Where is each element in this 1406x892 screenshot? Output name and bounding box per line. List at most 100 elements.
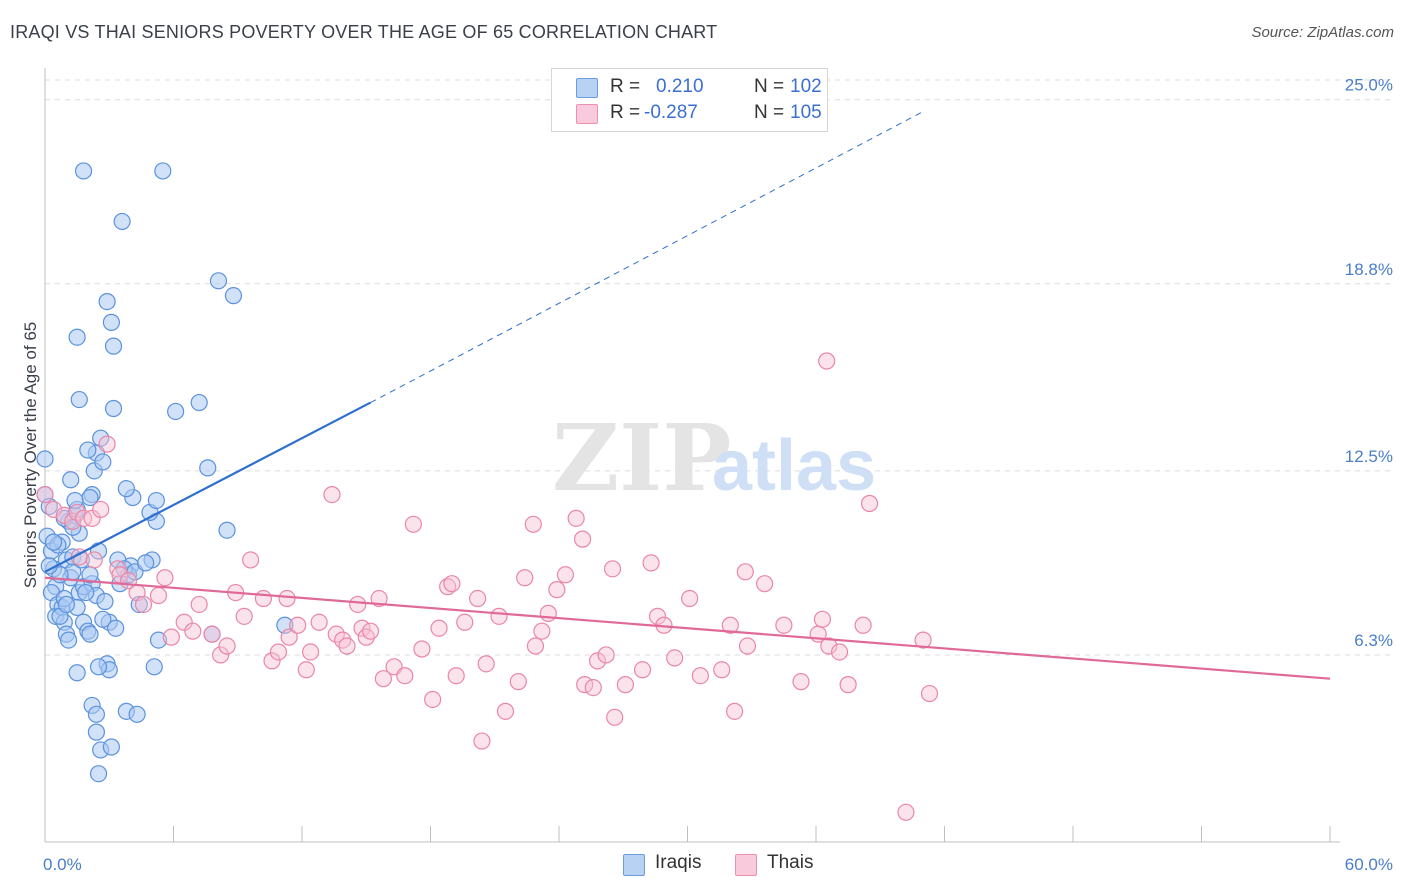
bottom-legend-swatch-iraqis [623, 854, 645, 876]
iraqis-point [92, 429, 110, 447]
thais-point [477, 655, 495, 673]
thais-point [813, 610, 832, 628]
thais-point [68, 503, 86, 522]
thais-point [263, 652, 281, 670]
iraqis-point [104, 337, 123, 355]
iraqis-point [224, 287, 243, 305]
thais-point [447, 667, 465, 685]
iraqis-point [89, 765, 108, 783]
y-tick-label: 18.8% [1345, 260, 1393, 279]
thais-point [269, 643, 288, 661]
thais-point [456, 613, 474, 631]
thais-point [473, 732, 491, 750]
thais-point [533, 622, 551, 640]
thais-point [597, 646, 615, 664]
iraqis-point [81, 625, 99, 643]
thais-point [212, 646, 230, 664]
thais-point [424, 690, 442, 709]
thais-point [64, 512, 82, 530]
iraqis-point [57, 595, 76, 614]
trend-lines [44, 111, 1331, 680]
iraqis-point [68, 664, 86, 682]
thais-point [134, 595, 153, 614]
thais-point [524, 515, 542, 533]
y-axis-label: Seniors Poverty Over the Age of 65 [21, 322, 40, 588]
watermark-zip: ZIP [552, 404, 731, 512]
thais-point [443, 575, 461, 593]
iraqis-point [149, 631, 168, 649]
iraqis-point [44, 533, 63, 551]
thais-point [85, 551, 103, 569]
thais-point [396, 667, 414, 685]
iraqis-point [79, 441, 97, 459]
thais-point [92, 500, 110, 519]
iraqis-point [94, 610, 112, 628]
x-tick-label: 60.0% [1345, 855, 1393, 874]
y-tick-label: 12.5% [1345, 447, 1393, 466]
thais-point [713, 661, 731, 679]
iraqis-point [128, 705, 146, 723]
thais-point [175, 613, 193, 631]
iraqis-point [102, 313, 120, 331]
thais-point [556, 566, 575, 584]
thais-point [820, 637, 838, 655]
watermark: ZIP atlas [552, 404, 876, 512]
series-thais-points [36, 352, 939, 821]
thais-point [301, 643, 320, 661]
iraqis-point [94, 453, 112, 471]
thais-point [818, 352, 836, 370]
thais-point [526, 637, 545, 655]
iraqis-point [167, 402, 185, 421]
iraqis-point [104, 399, 123, 418]
thais-point [98, 435, 116, 453]
iraqis-point [113, 212, 131, 231]
thais-point [370, 589, 388, 608]
thais-point [914, 631, 932, 649]
series-iraqis-points [36, 162, 294, 783]
thais-point [404, 515, 422, 533]
source-label: Source: ZipAtlas.com [1251, 24, 1394, 41]
bottom-legend-label-thais: Thais [767, 852, 814, 873]
thais-point [83, 509, 101, 527]
legend: R = 0.210 N = 102 R = -0.287 N = 105 [551, 68, 828, 132]
legend-n-label: N = [754, 76, 785, 97]
thais-point [278, 589, 296, 608]
thais-point [323, 486, 341, 504]
legend-swatch-thais [576, 104, 598, 124]
bottom-legend-label-iraqis: Iraqis [655, 852, 702, 873]
iraqis-point [77, 583, 95, 602]
thais-point [860, 494, 879, 513]
x-tick-label: 0.0% [43, 855, 82, 874]
thais-point [775, 616, 793, 634]
thais-point [374, 670, 392, 688]
thais-point [584, 678, 602, 697]
thais-point [242, 551, 260, 569]
bottom-legend-swatch-thais [735, 854, 757, 876]
iraqis-point [117, 480, 135, 498]
thais-point [218, 637, 236, 655]
legend-swatch-iraqis [576, 78, 598, 98]
chart-title: IRAQI VS THAI SENIORS POVERTY OVER THE A… [10, 22, 718, 42]
thais-point [235, 607, 253, 625]
thais-point [55, 506, 73, 524]
thais-point [44, 500, 63, 519]
iraqis-point [137, 554, 155, 572]
iraqis-trend-line [44, 401, 372, 573]
thais-point [691, 667, 709, 685]
thais-point [190, 595, 208, 614]
thais-point [490, 607, 508, 625]
thais-point [516, 569, 534, 587]
thais-point [606, 708, 624, 726]
thais-point [830, 643, 849, 661]
iraqis-point [102, 738, 120, 756]
thais-point [162, 628, 180, 646]
iraqis-point [145, 658, 163, 676]
thais-point [361, 622, 380, 640]
legend-r-value: 0.210 [656, 76, 704, 97]
thais-point [755, 575, 774, 593]
thais-point [573, 530, 592, 548]
legend-n-value: 102 [790, 76, 822, 97]
thais-point [648, 607, 667, 625]
thais-point [496, 702, 515, 720]
